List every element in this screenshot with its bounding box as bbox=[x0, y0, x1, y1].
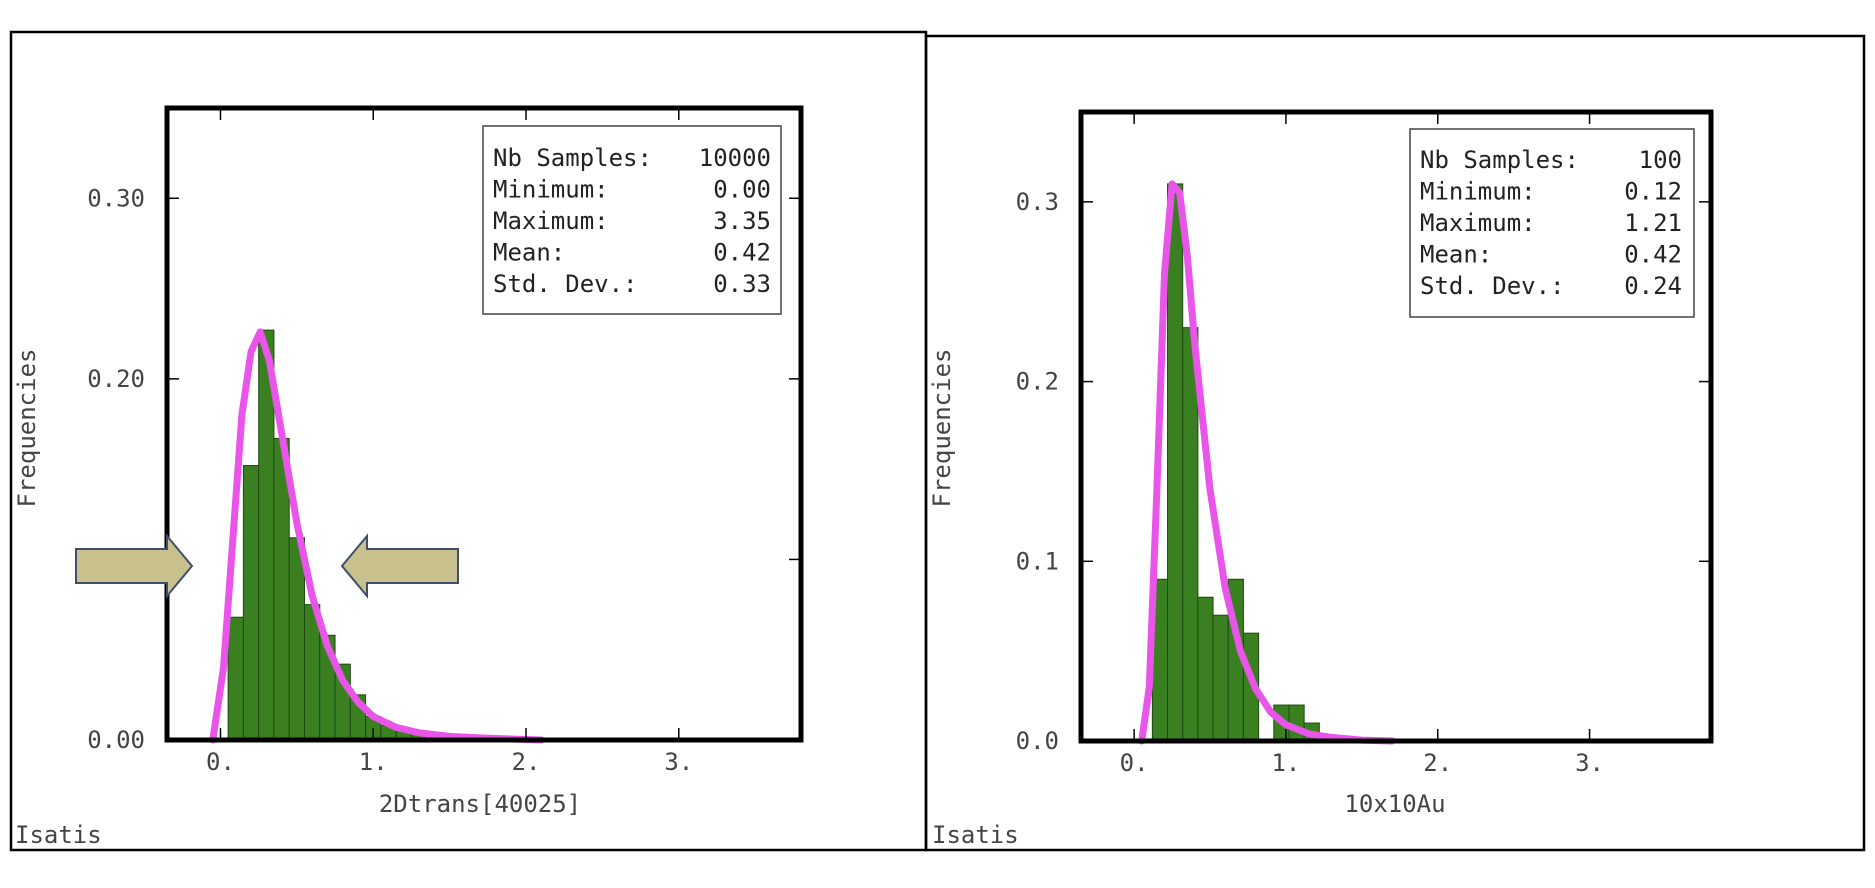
y-tick-label: 0.3 bbox=[1016, 188, 1059, 216]
x-axis-label: 10x10Au bbox=[1344, 790, 1445, 818]
tick-labels: 0. 1. 2. 3. 0.00 0.20 0.30 bbox=[87, 184, 693, 776]
histogram-bar bbox=[288, 537, 305, 741]
brand-label: Isatis bbox=[932, 821, 1019, 849]
stat-label: Minimum: bbox=[493, 176, 609, 204]
y-axis-label: Frequencies bbox=[13, 349, 41, 508]
x-tick-label: 0. bbox=[1120, 749, 1149, 777]
histogram-bar bbox=[1212, 614, 1229, 742]
axis-ticks bbox=[1081, 112, 1711, 742]
stat-label: Mean: bbox=[1420, 241, 1492, 269]
stat-label: Minimum: bbox=[1420, 178, 1536, 206]
y-tick-label: 0.00 bbox=[87, 726, 145, 754]
plot-frame bbox=[1078, 109, 1714, 744]
stat-value: 10000 bbox=[699, 144, 771, 172]
histogram-panel-right: 0. 1. 2. 3. 0.0 0.1 0.2 0.3 10x10Au Frequencies… bbox=[928, 109, 1714, 849]
stat-label: Nb Samples: bbox=[1420, 146, 1579, 174]
stat-label: Nb Samples: bbox=[493, 144, 652, 172]
histogram-panel-left: 0. 1. 2. 3. 0.00 0.20 0.30 2Dtrans[40025] Freq… bbox=[13, 105, 804, 849]
brand-label: Isatis bbox=[15, 821, 102, 849]
stats-box: Nb Samples: 10000 Minimum: 0.00 Maximum: 3.35… bbox=[482, 125, 782, 315]
y-tick-label: 0.1 bbox=[1016, 547, 1059, 575]
stat-label: Maximum: bbox=[493, 207, 609, 235]
stat-value: 100 bbox=[1639, 146, 1682, 174]
plot-frame bbox=[164, 105, 804, 743]
x-tick-label: 3. bbox=[1575, 749, 1604, 777]
left-pointing-arrow bbox=[75, 533, 194, 599]
x-tick-label: 1. bbox=[1271, 749, 1300, 777]
stat-value: 0.42 bbox=[713, 239, 771, 267]
stats-box: Nb Samples: 100 Minimum: 0.12 Maximum: 1.21 Me… bbox=[1409, 128, 1695, 318]
histogram-bar bbox=[227, 616, 244, 741]
x-tick-label: 2. bbox=[512, 748, 541, 776]
stat-value: 0.33 bbox=[713, 270, 771, 298]
stat-label: Std. Dev.: bbox=[1420, 272, 1565, 300]
axis-ticks bbox=[167, 108, 801, 741]
y-tick-label: 0.30 bbox=[87, 184, 145, 212]
stat-value: 3.35 bbox=[713, 207, 771, 235]
stat-value: 0.12 bbox=[1624, 178, 1682, 206]
x-tick-label: 3. bbox=[664, 748, 693, 776]
x-axis-label: 2Dtrans[40025] bbox=[379, 790, 581, 818]
stat-label: Mean: bbox=[493, 239, 565, 267]
histogram-bars bbox=[1151, 183, 1320, 742]
right-pointing-arrow bbox=[340, 533, 459, 599]
panel-frame-left bbox=[9, 30, 928, 852]
stat-label: Std. Dev.: bbox=[493, 270, 638, 298]
histogram-bars bbox=[227, 329, 428, 741]
histogram-bar bbox=[1167, 183, 1184, 742]
x-tick-label: 2. bbox=[1423, 749, 1452, 777]
x-tick-label: 0. bbox=[206, 748, 235, 776]
panel-frame-right bbox=[924, 34, 1866, 852]
fitted-curve bbox=[209, 328, 545, 744]
stat-value: 0.42 bbox=[1624, 241, 1682, 269]
y-tick-label: 0.0 bbox=[1016, 727, 1059, 755]
stat-value: 0.00 bbox=[713, 176, 771, 204]
stat-value: 1.21 bbox=[1624, 209, 1682, 237]
histogram-bar bbox=[1182, 327, 1199, 742]
y-tick-label: 0.2 bbox=[1016, 368, 1059, 396]
stat-label: Maximum: bbox=[1420, 209, 1536, 237]
histogram-bar bbox=[242, 465, 260, 741]
fitted-curve bbox=[1138, 180, 1396, 745]
tick-labels: 0. 1. 2. 3. 0.0 0.1 0.2 0.3 bbox=[1016, 188, 1604, 777]
x-tick-label: 1. bbox=[359, 748, 388, 776]
histogram-bar bbox=[1197, 596, 1214, 742]
y-axis-label: Frequencies bbox=[928, 349, 956, 508]
histogram-bar bbox=[1288, 704, 1305, 742]
stat-value: 0.24 bbox=[1624, 272, 1682, 300]
y-tick-label: 0.20 bbox=[87, 365, 145, 393]
